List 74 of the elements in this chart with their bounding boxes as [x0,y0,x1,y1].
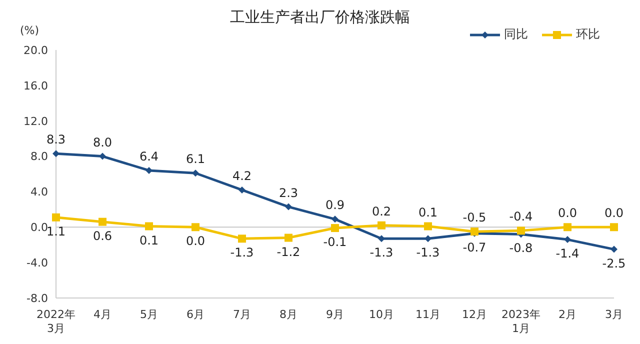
x-tick-label: 6月 [186,308,204,321]
data-label: 8.3 [46,132,66,147]
data-label: 0.1 [418,205,438,220]
y-axis-title: (%) [20,24,40,37]
y-tick-label: 12.0 [24,114,48,128]
data-label: -2.5 [602,256,626,270]
data-label: -1.3 [370,246,394,260]
data-label: 0.9 [325,198,345,212]
y-tick-label: 16.0 [24,79,48,92]
data-label: -0.7 [462,240,486,254]
point [332,216,338,223]
point [99,152,106,160]
point [52,213,60,222]
y-tick-label: 0.0 [30,221,48,234]
y-tick-label: 4.0 [30,186,48,199]
data-label: 0.1 [139,233,159,248]
point [564,236,571,244]
point [378,221,386,230]
data-label: -0.4 [509,210,533,224]
point [610,223,618,232]
point [52,150,60,158]
legend-label: 环比 [576,26,600,43]
x-tick-label: 7月 [233,308,251,321]
y-tick-label: 8.0 [30,150,48,164]
y-tick-label: 20.0 [24,44,48,57]
point [517,226,525,235]
point [331,224,339,232]
point [378,235,385,242]
data-label: 4.2 [232,168,252,183]
data-label: -1.4 [556,246,580,261]
point [146,166,152,174]
x-tick-label: 2022年 3月 [36,308,76,335]
point [284,234,292,242]
x-tick-label: 9月 [326,308,344,321]
x-tick-label: 5月 [140,308,158,321]
x-tick-label: 8月 [280,308,298,321]
data-label: -0.5 [462,210,486,225]
data-label: 2.3 [278,186,298,200]
point [238,186,246,194]
x-tick-label: 12月 [462,308,487,321]
data-label: -1.2 [276,244,300,259]
data-label: 1.1 [46,224,66,238]
y-tick-label: -4.0 [26,256,48,270]
point [145,222,153,230]
point [192,223,200,232]
x-tick-label: 4月 [94,308,112,321]
y-tick-label: -8.0 [26,292,48,305]
x-tick-label: 10月 [369,308,394,321]
point [424,235,432,242]
data-label: 8.0 [92,135,112,150]
x-tick-label: 3月 [605,308,623,321]
point [424,222,432,230]
data-label: 0.6 [92,228,112,243]
data-label: -0.8 [509,241,533,256]
chart-title: 工业生产者出厂价格涨跌幅 [230,8,410,26]
legend-label: 同比 [504,26,528,43]
data-label: 0.0 [604,206,624,220]
point [98,218,106,226]
point [238,234,246,243]
point [610,246,618,253]
point [285,203,292,210]
data-label: 0.0 [558,206,578,220]
x-tick-label: 11月 [416,308,440,321]
data-label: -1.3 [416,246,440,260]
x-tick-label: 2月 [558,308,576,321]
x-tick-label: 2023年 1月 [502,308,540,335]
data-label: -0.1 [323,235,347,250]
data-label: 6.1 [186,152,206,166]
data-label: 0.2 [372,204,392,218]
data-label: -1.3 [230,246,254,260]
data-label: 6.4 [139,149,159,164]
point [192,170,199,177]
data-label: 0.0 [186,234,206,248]
point [564,223,572,232]
